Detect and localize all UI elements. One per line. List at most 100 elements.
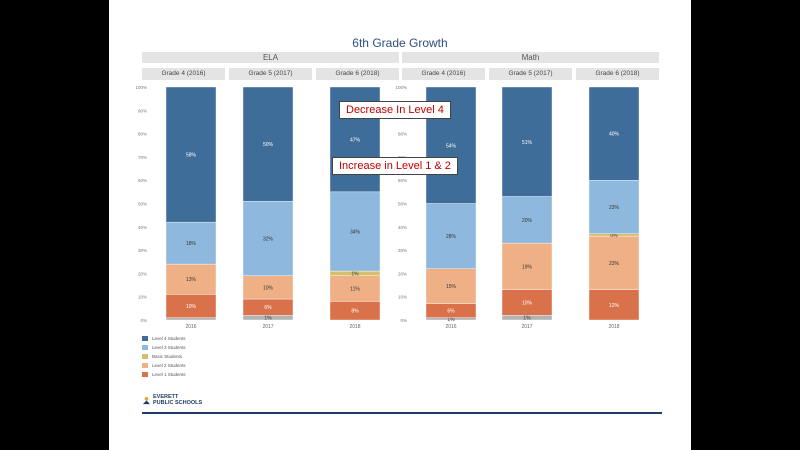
footer-rule [142, 412, 662, 414]
legend-swatch [142, 363, 148, 368]
y-tick-label: 70% [138, 155, 147, 160]
column-header: Grade 6 (2018) [576, 68, 659, 80]
x-tick-label: 2017 [521, 324, 532, 330]
data-label: 10% [263, 285, 274, 291]
data-label: 6% [447, 309, 455, 315]
data-label: 50% [263, 142, 274, 148]
y-tick-label: 0% [400, 318, 407, 323]
legend-item: Level 2 Students [142, 361, 186, 370]
y-tick-label: 10% [138, 295, 147, 300]
column-header: Grade 5 (2017) [229, 68, 312, 80]
data-label: 23% [609, 205, 620, 211]
legend-item: Level 1 Students [142, 370, 186, 379]
data-label: 15% [446, 284, 457, 290]
bar-segment-level4 [501, 86, 553, 197]
stacked-bar-chart: 0% 10% 20% 30% 40% 50% 60% 70% 80% 90% 100% 10% 13% 1… [135, 85, 640, 330]
bar-segment-level3 [501, 196, 553, 244]
y-tick-label: 30% [398, 248, 407, 253]
data-label: 13% [186, 277, 197, 283]
data-label: 11% [350, 287, 360, 293]
legend-item: Basic Students [142, 352, 186, 361]
callout-increase-level1-2: Increase in Level 1 & 2 [332, 157, 458, 175]
data-label: 40% [609, 132, 620, 138]
bar-segment-level4 [165, 86, 217, 223]
data-label: 12% [609, 303, 620, 309]
data-label: 10% [522, 301, 533, 307]
data-label: 10% [186, 304, 197, 310]
column-header: Grade 5 (2017) [489, 68, 572, 80]
data-label: 8% [351, 309, 359, 315]
data-label: 51% [522, 140, 533, 146]
bar-segment-level3 [242, 200, 294, 276]
legend-item: Level 4 Students [142, 334, 186, 343]
legend-swatch [142, 345, 148, 350]
y-tick-label: 0% [140, 318, 147, 323]
legend-label: Level 2 Students [152, 363, 186, 368]
legend-label: Basic Students [152, 354, 183, 359]
column-header: Grade 4 (2016) [402, 68, 485, 80]
legend-swatch [142, 336, 148, 341]
logo-line-2: PUBLIC SCHOOLS [153, 400, 203, 406]
data-label: 6% [264, 305, 272, 311]
legend-item: Level 3 Students [142, 343, 186, 352]
y-tick-label: 100% [395, 85, 407, 90]
chart-title: 6th Grade Growth [352, 36, 448, 50]
bar-segment-level3 [588, 179, 640, 234]
bar-segment-level4 [242, 86, 294, 202]
data-label: 1% [523, 316, 531, 322]
data-label: 1% [447, 317, 455, 323]
y-tick-label: 80% [138, 132, 147, 137]
data-label: 1% [351, 271, 359, 277]
x-tick-label: 2018 [608, 324, 619, 330]
y-tick-label: 20% [138, 271, 147, 276]
data-label: 47% [350, 137, 361, 143]
y-tick-label: 50% [398, 202, 407, 207]
x-tick-label: 2016 [445, 324, 456, 330]
data-label: 20% [522, 218, 533, 224]
y-tick-label: 40% [138, 225, 147, 230]
y-tick-label: 90% [138, 108, 147, 113]
callout-decrease-level4: Decrease In Level 4 [339, 101, 451, 119]
slide: 6th Grade Growth ELA Math Grade 4 (2016)… [109, 0, 691, 450]
x-tick-label: 2018 [349, 324, 360, 330]
bar-segment-level2 [588, 235, 640, 290]
y-tick-label: 40% [398, 225, 407, 230]
bar-segment-level1 [588, 289, 640, 321]
y-tick-label: 30% [138, 248, 147, 253]
bar-segment-level2 [329, 275, 381, 302]
x-tick-label: 2017 [262, 324, 273, 330]
data-label: 58% [186, 153, 197, 159]
logo-line-1: EVERETT [153, 394, 179, 400]
bar-segment-level2 [501, 242, 553, 290]
column-header: Grade 4 (2016) [142, 68, 225, 80]
legend-swatch [142, 372, 148, 377]
data-label: 1% [264, 316, 272, 322]
logo-icon [142, 396, 151, 404]
data-label: 32% [263, 236, 274, 242]
bar-segment-level3 [425, 203, 477, 269]
y-tick-label: 80% [398, 132, 407, 137]
district-logo: EVERETT PUBLIC SCHOOLS [142, 394, 202, 406]
data-label: 23% [609, 261, 620, 267]
column-header: Grade 6 (2018) [316, 68, 399, 80]
bar-segment-level1 [501, 289, 553, 316]
data-label: 19% [522, 264, 533, 270]
legend-swatch [142, 354, 148, 359]
y-tick-label: 60% [138, 178, 147, 183]
data-label: 28% [446, 234, 457, 240]
legend: Level 4 Students Level 3 Students Basic … [142, 334, 186, 379]
y-tick-label: 10% [398, 295, 407, 300]
legend-label: Level 3 Students [152, 345, 186, 350]
bar-segment-level4 [588, 86, 640, 181]
bar-segment-other [165, 317, 217, 321]
logo-text: EVERETT PUBLIC SCHOOLS [153, 394, 202, 406]
y-tick-label: 50% [138, 202, 147, 207]
data-label: 54% [446, 143, 457, 149]
data-label: 34% [350, 229, 361, 235]
data-label: 18% [186, 241, 197, 247]
x-tick-label: 2016 [185, 324, 196, 330]
legend-label: Level 1 Students [152, 372, 186, 377]
y-tick-label: 20% [398, 271, 407, 276]
y-tick-label: 60% [398, 178, 407, 183]
data-label: 0% [610, 233, 618, 239]
